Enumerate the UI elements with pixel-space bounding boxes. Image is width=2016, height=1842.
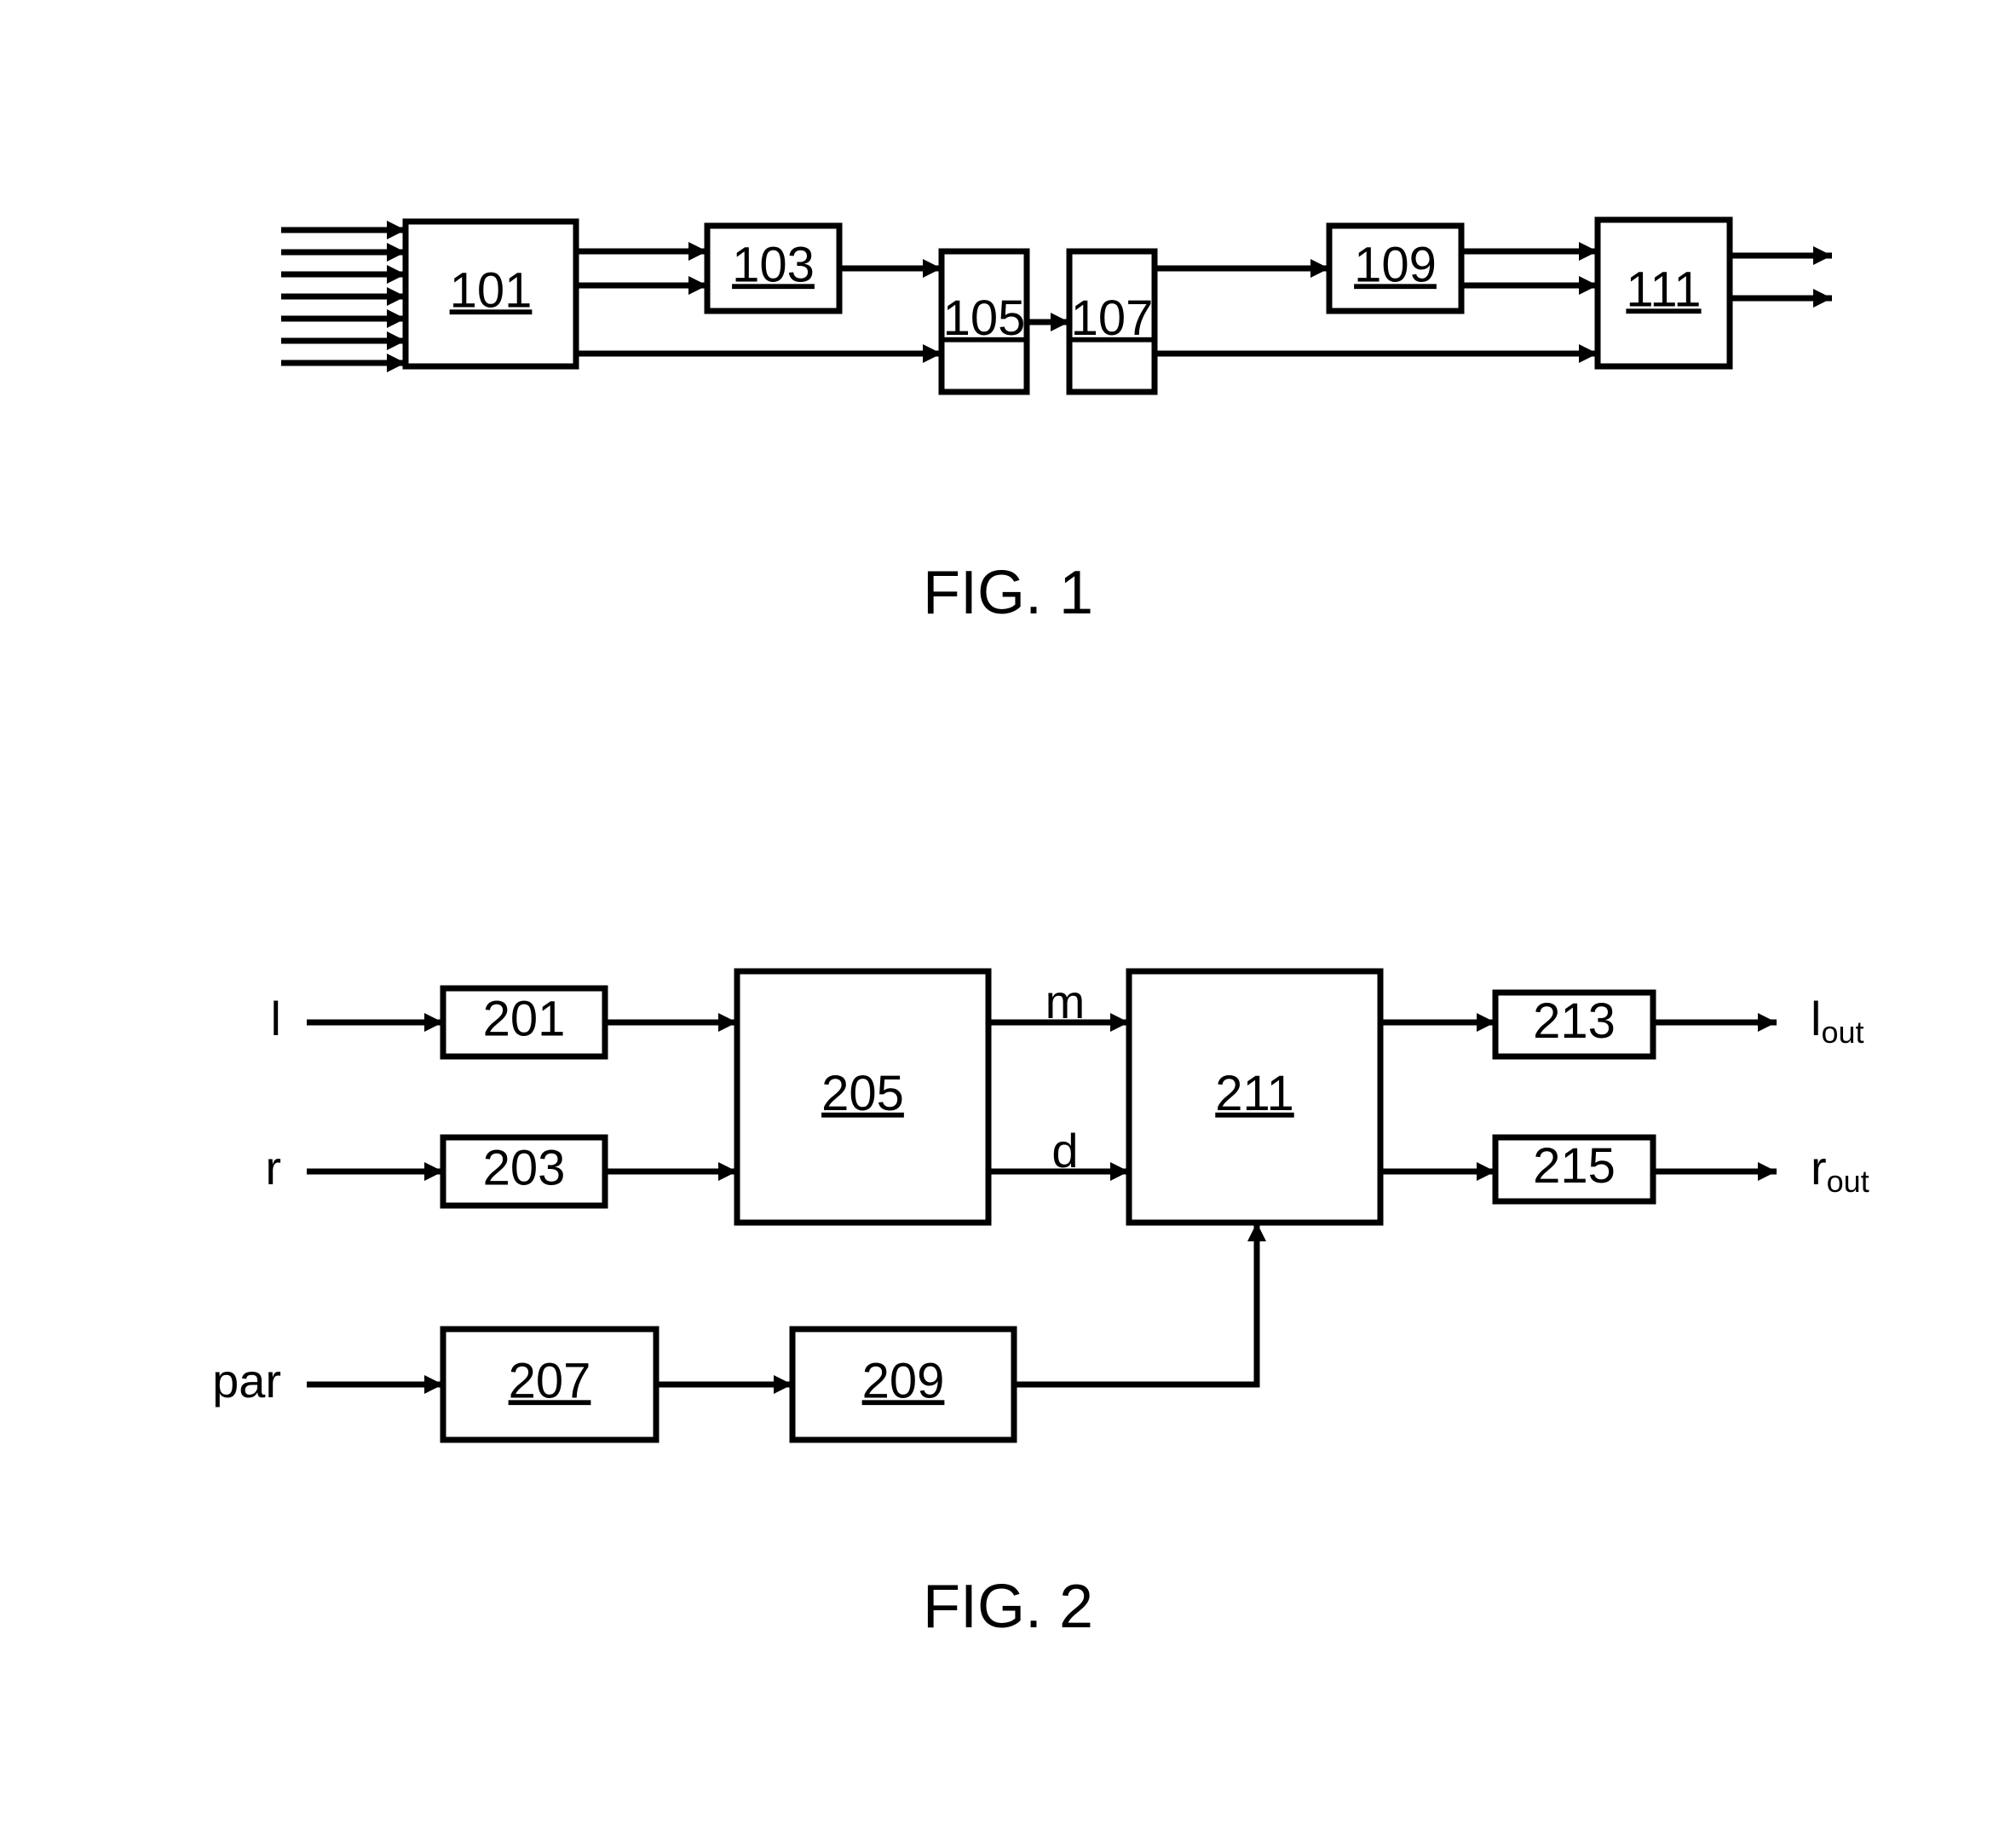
block-label-b201: 201 xyxy=(483,991,566,1046)
diagram-root: 101 103 105 107 109 111 FIG. 1 201 203 205 207 209 2… xyxy=(0,0,2016,1842)
block-label-b105: 105 xyxy=(943,291,1026,346)
signal-l: l xyxy=(271,992,281,1045)
block-label-b215: 215 xyxy=(1533,1138,1616,1194)
diagram-svg: 101 103 105 107 109 111 FIG. 1 201 203 205 207 209 2… xyxy=(0,0,2016,1838)
block-label-b103: 103 xyxy=(732,237,815,292)
block-label-b209: 209 xyxy=(862,1353,945,1408)
block-label-b203: 203 xyxy=(483,1140,566,1195)
block-label-b205: 205 xyxy=(821,1066,904,1121)
signal-m: m xyxy=(1045,975,1086,1028)
signal-par: par xyxy=(212,1354,281,1407)
block-label-b101: 101 xyxy=(450,262,533,318)
block-label-b109: 109 xyxy=(1354,237,1437,292)
block-label-b107: 107 xyxy=(1071,291,1154,346)
fig1-caption: FIG. 1 xyxy=(923,559,1093,627)
block-label-b213: 213 xyxy=(1533,993,1616,1049)
block-label-b211: 211 xyxy=(1215,1066,1293,1121)
block-label-b207: 207 xyxy=(509,1353,591,1408)
signal-d: d xyxy=(1051,1124,1078,1177)
block-label-b111: 111 xyxy=(1626,262,1701,317)
fig2-caption: FIG. 2 xyxy=(923,1573,1093,1641)
signal-r: r xyxy=(265,1141,281,1194)
